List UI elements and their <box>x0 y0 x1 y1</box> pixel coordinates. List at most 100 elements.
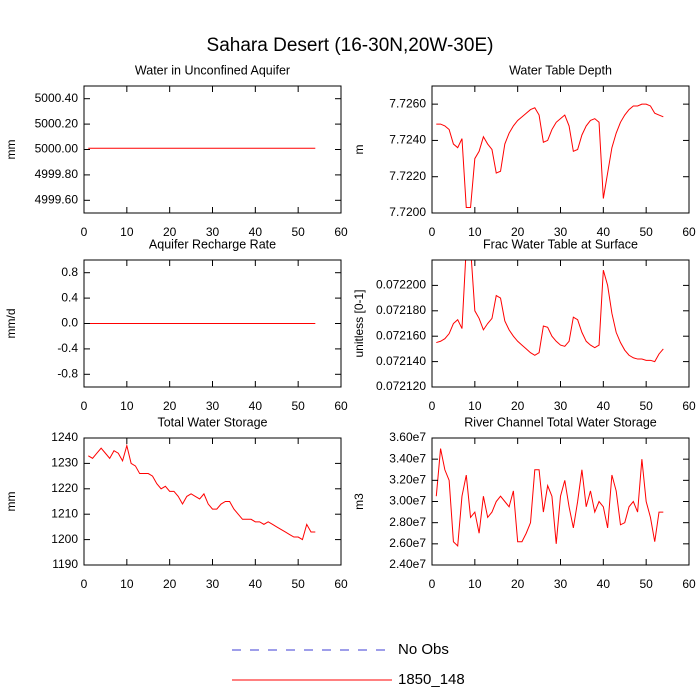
y-tick-label: 0.072120 <box>376 379 426 393</box>
x-tick-label: 20 <box>163 399 177 413</box>
panel: Aquifer Recharge Rate 0 10 20 30 40 50 60 -0.8 -0… <box>4 237 348 413</box>
x-tick-label: 10 <box>468 399 482 413</box>
y-tick-label: 1210 <box>51 506 78 520</box>
x-tick-label: 60 <box>334 577 348 591</box>
y-tick-label: 0.0 <box>61 316 78 330</box>
y-tick-label: 0.072180 <box>376 303 426 317</box>
legend-label: No Obs <box>398 641 449 658</box>
panel-title: Water Table Depth <box>509 63 612 77</box>
panel: River Channel Total Water Storage 0 10 20 30… <box>352 415 696 591</box>
x-tick-label: 0 <box>81 577 88 591</box>
panel: Water in Unconfined Aquifer 0 10 20 30 40 50 60… <box>4 63 348 239</box>
legend-label: 1850_148 <box>398 671 465 688</box>
y-tick-label: -0.8 <box>57 366 78 380</box>
x-tick-label: 30 <box>554 225 568 239</box>
x-tick-label: 40 <box>249 399 263 413</box>
y-tick-label: 5000.20 <box>35 116 79 130</box>
x-tick-label: 10 <box>120 399 134 413</box>
x-tick-label: 50 <box>291 399 305 413</box>
panel: Water Table Depth 0 10 20 30 40 50 60 7.7200 7.72… <box>352 63 696 239</box>
y-tick-label: 3.00e7 <box>389 494 426 508</box>
y-tick-label: 5000.40 <box>35 91 79 105</box>
panel-title: Aquifer Recharge Rate <box>149 237 276 251</box>
x-tick-label: 30 <box>554 399 568 413</box>
y-tick-label: 2.40e7 <box>389 557 426 571</box>
y-tick-label: 5000.00 <box>35 142 79 156</box>
x-tick-label: 40 <box>597 399 611 413</box>
x-tick-label: 20 <box>511 577 525 591</box>
plot-frame <box>83 85 342 214</box>
y-tick-label: 0.072140 <box>376 354 426 368</box>
x-tick-label: 0 <box>429 577 436 591</box>
x-tick-label: 0 <box>81 399 88 413</box>
y-tick-label: 0.4 <box>61 290 78 304</box>
x-tick-label: 10 <box>120 577 134 591</box>
x-tick-label: 20 <box>511 225 525 239</box>
data-line <box>436 103 664 209</box>
x-tick-label: 60 <box>682 225 696 239</box>
panel: Frac Water Table at Surface 0 10 20 30 40 50 60… <box>352 237 696 413</box>
y-axis-label: m <box>352 145 366 155</box>
x-tick-label: 0 <box>429 225 436 239</box>
y-tick-label: 3.20e7 <box>389 473 426 487</box>
x-tick-label: 40 <box>597 225 611 239</box>
panel-title: River Channel Total Water Storage <box>464 415 657 429</box>
x-tick-label: 10 <box>120 225 134 239</box>
x-tick-label: 60 <box>334 225 348 239</box>
plot-frame <box>83 437 342 566</box>
y-tick-label: 7.7200 <box>389 205 426 219</box>
y-tick-label: 0.072160 <box>376 328 426 342</box>
panel: Total Water Storage 0 10 20 30 40 50 60 1190 1200… <box>4 415 348 591</box>
x-tick-label: 0 <box>429 399 436 413</box>
y-tick-label: 7.7220 <box>389 169 426 183</box>
data-line <box>435 448 664 548</box>
x-tick-label: 40 <box>249 577 263 591</box>
y-tick-label: 1240 <box>51 430 78 444</box>
x-tick-label: 50 <box>291 225 305 239</box>
x-tick-label: 30 <box>554 577 568 591</box>
x-tick-label: 40 <box>597 577 611 591</box>
x-tick-label: 50 <box>639 399 653 413</box>
x-tick-label: 40 <box>249 225 263 239</box>
figure-title: Sahara Desert (16-30N,20W-30E) <box>207 35 494 56</box>
y-tick-label: 4999.60 <box>35 192 79 206</box>
y-axis-label: mm <box>4 140 18 160</box>
y-tick-label: 3.40e7 <box>389 451 426 465</box>
x-tick-label: 10 <box>468 577 482 591</box>
x-tick-label: 0 <box>81 225 88 239</box>
panel-title: Total Water Storage <box>157 415 267 429</box>
y-tick-label: 7.7260 <box>389 96 426 110</box>
y-axis-label: unitless [0-1] <box>352 289 366 357</box>
y-tick-label: -0.4 <box>57 341 78 355</box>
x-tick-label: 30 <box>206 577 220 591</box>
plot-frame <box>431 85 690 214</box>
x-tick-label: 60 <box>682 399 696 413</box>
x-tick-label: 30 <box>206 225 220 239</box>
y-tick-label: 4999.80 <box>35 167 79 181</box>
x-tick-label: 50 <box>291 577 305 591</box>
y-tick-label: 2.60e7 <box>389 536 426 550</box>
x-tick-label: 50 <box>639 577 653 591</box>
y-axis-label: mm/d <box>4 309 18 339</box>
panel-title: Frac Water Table at Surface <box>483 237 638 251</box>
y-tick-label: 7.7240 <box>389 133 426 147</box>
y-tick-label: 1200 <box>51 532 78 546</box>
x-tick-label: 60 <box>334 399 348 413</box>
y-tick-label: 0.072200 <box>376 278 426 292</box>
x-tick-label: 60 <box>682 577 696 591</box>
y-tick-label: 3.60e7 <box>389 430 426 444</box>
x-tick-label: 20 <box>511 399 525 413</box>
panel-title: Water in Unconfined Aquifer <box>135 63 290 77</box>
x-tick-label: 20 <box>163 225 177 239</box>
data-line <box>88 443 316 541</box>
y-axis-label: m3 <box>352 493 366 510</box>
y-tick-label: 0.8 <box>61 265 78 279</box>
x-tick-label: 20 <box>163 577 177 591</box>
x-tick-label: 10 <box>468 225 482 239</box>
y-tick-label: 1220 <box>51 481 78 495</box>
y-tick-label: 1230 <box>51 456 78 470</box>
plot-frame <box>431 259 690 388</box>
y-axis-label: mm <box>4 492 18 512</box>
x-tick-label: 30 <box>206 399 220 413</box>
y-tick-label: 2.80e7 <box>389 515 426 529</box>
